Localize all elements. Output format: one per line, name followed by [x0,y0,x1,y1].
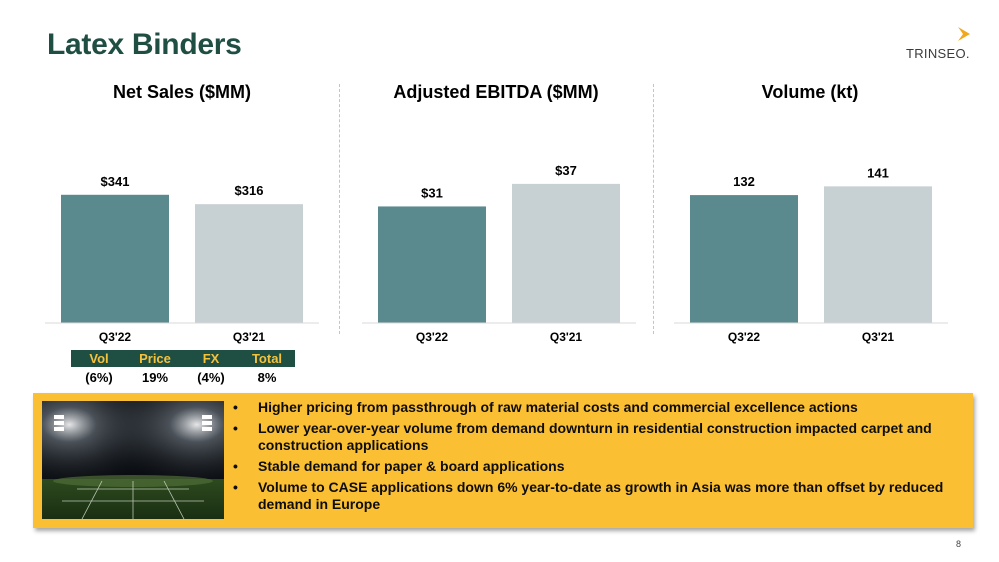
data-label: $341 [101,174,130,189]
bar-2 [195,204,303,323]
bullet-point-icon: • [233,458,238,474]
data-label: $316 [235,183,264,198]
bridge-value-price: 19% [141,369,169,385]
bridge-value-fx: (4%) [197,369,225,385]
chart-divider-1 [339,84,340,334]
volume-chart: 132 Q3'22 141 Q3'21 [674,165,948,344]
category-label: Q3'21 [550,330,583,344]
logo-text: TRINSEO. [906,46,970,61]
bridge-value-vol: (6%) [85,369,113,385]
bar-2 [824,186,932,323]
bar-1 [378,206,486,323]
net-sales-chart: $341 Q3'22 $316 Q3'21 [45,174,319,344]
bullet-point-icon: • [233,479,238,495]
bullet-point-icon: • [233,420,238,436]
bridge-header-fx: FX [202,351,220,366]
category-label: Q3'21 [862,330,895,344]
chart-divider-2 [653,84,654,334]
bridge-values-row: (6%) 19% (4%) 8% [71,367,295,387]
category-label: Q3'21 [233,330,266,344]
net-sales-title: Net Sales ($MM) [112,82,252,102]
data-label: $37 [555,163,577,178]
bridge-header-vol: Vol [89,351,109,366]
bridge-table: Vol Price FX Total (6%) 19% (4%) 8% [71,350,295,387]
data-label: $31 [421,185,443,200]
bridge-header-row: Vol Price FX Total [71,350,295,367]
bar-2 [512,183,620,323]
ebitda-title: Adjusted EBITDA ($MM) [393,82,599,102]
category-label: Q3'22 [416,330,449,344]
stadium-lights-image [42,401,224,519]
bridge-header-total: Total [251,351,283,366]
data-label: 141 [867,165,889,180]
bullet-text: Volume to CASE applications down 6% year… [258,479,944,512]
bullet-text: Stable demand for paper & board applicat… [258,458,565,474]
volume-title: Volume (kt) [761,82,859,102]
chevron-logo-icon [958,27,970,41]
bridge-value-total: 8% [257,369,277,385]
bridge-header-price: Price [139,351,171,366]
bullet-point-icon: • [233,399,238,415]
bullet-text: Higher pricing from passthrough of raw m… [258,399,858,415]
category-label: Q3'22 [728,330,761,344]
bullet-text: Lower year-over-year volume from demand … [258,420,932,453]
list-item: • Lower year-over-year volume from demand… [229,420,964,454]
category-label: Q3'22 [99,330,132,344]
bar-1 [61,194,169,323]
list-item: • Volume to CASE applications down 6% yea… [229,479,964,513]
trinseo-logo: TRINSEO. [906,26,976,62]
highlights-list: • Higher pricing from passthrough of raw … [229,399,964,517]
highlights-box: • Higher pricing from passthrough of raw … [33,393,973,528]
page-title: Latex Binders [47,28,242,61]
list-item: • Higher pricing from passthrough of raw … [229,399,964,416]
data-label: 132 [733,174,755,189]
list-item: • Stable demand for paper & board applica… [229,458,964,475]
bar-1 [690,195,798,323]
ebitda-chart: $31 Q3'22 $37 Q3'21 [362,163,636,344]
page-number: 8 [956,539,962,549]
